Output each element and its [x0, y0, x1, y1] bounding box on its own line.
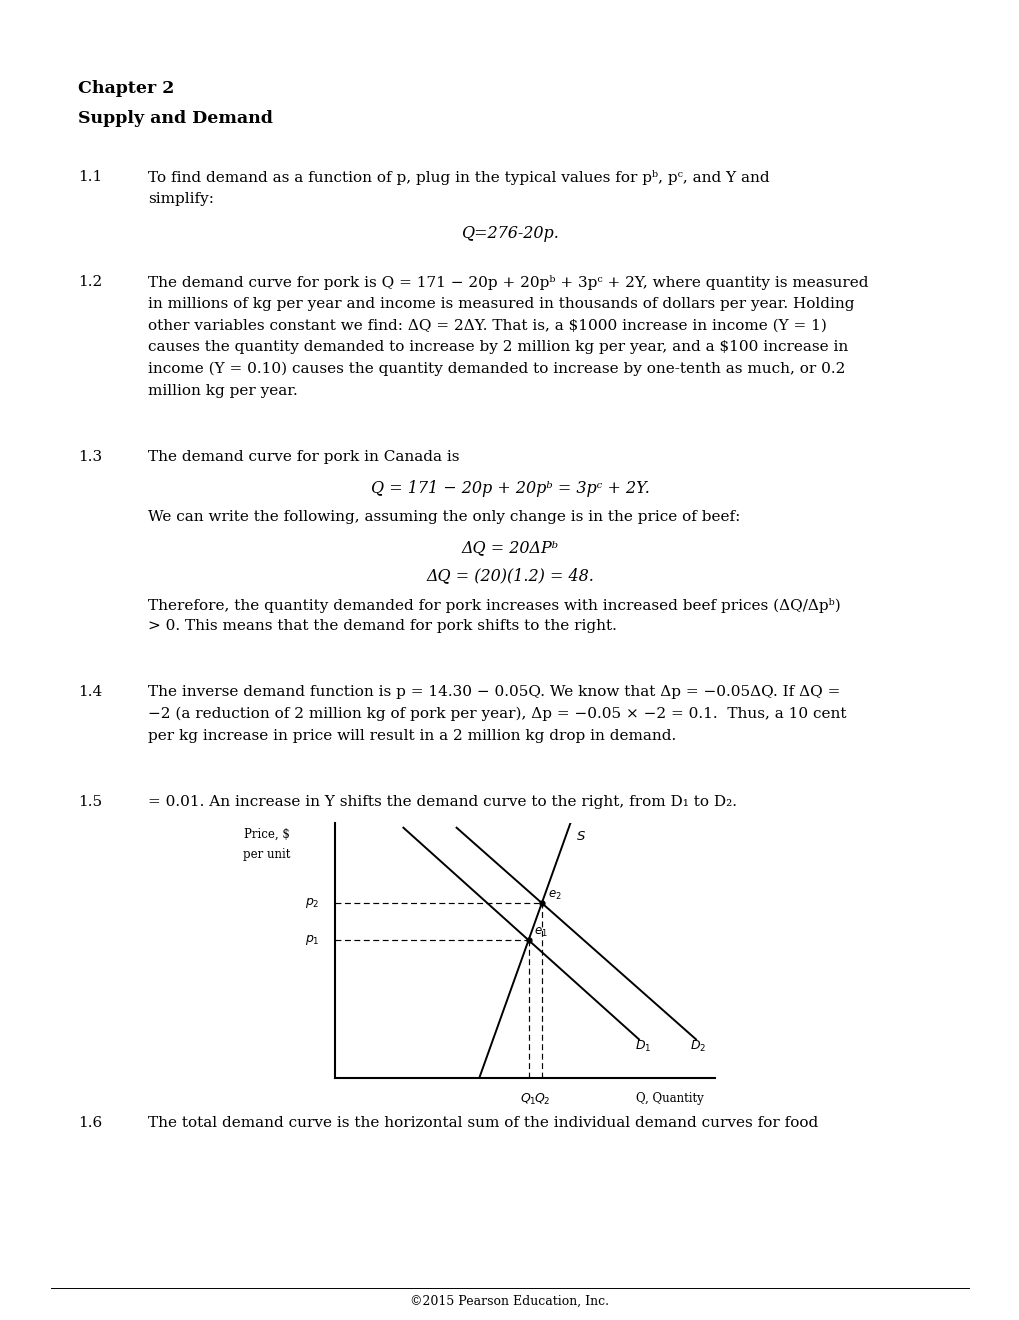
Text: −2 (a reduction of 2 million kg of pork per year), Δp = −0.05 × −2 = 0.1.  Thus,: −2 (a reduction of 2 million kg of pork … — [148, 708, 846, 722]
Text: The total demand curve is the horizontal sum of the individual demand curves for: The total demand curve is the horizontal… — [148, 1115, 817, 1130]
Text: income (Y = 0.10) causes the quantity demanded to increase by one-tenth as much,: income (Y = 0.10) causes the quantity de… — [148, 362, 845, 376]
Text: $p_1$: $p_1$ — [305, 933, 320, 948]
Text: ΔQ = 20ΔPᵇ: ΔQ = 20ΔPᵇ — [461, 540, 558, 557]
Text: Price, $: Price, $ — [244, 828, 289, 841]
Text: Q=276-20p.: Q=276-20p. — [461, 224, 558, 242]
Text: per unit: per unit — [243, 849, 290, 861]
Text: Supply and Demand: Supply and Demand — [77, 110, 273, 127]
Text: 1.4: 1.4 — [77, 685, 102, 700]
Text: The inverse demand function is p = 14.30 − 0.05Q. We know that Δp = −0.05ΔQ. If : The inverse demand function is p = 14.30… — [148, 685, 840, 700]
Text: 1.5: 1.5 — [77, 795, 102, 809]
Text: $D_1$: $D_1$ — [635, 1039, 651, 1053]
Text: Q = 171 − 20p + 20pᵇ = 3pᶜ + 2Y.: Q = 171 − 20p + 20pᵇ = 3pᶜ + 2Y. — [370, 479, 649, 496]
Text: ©2015 Pearson Education, Inc.: ©2015 Pearson Education, Inc. — [410, 1295, 609, 1308]
Text: = 0.01. An increase in Y shifts the demand curve to the right, from D₁ to D₂.: = 0.01. An increase in Y shifts the dema… — [148, 795, 737, 809]
Text: $S$: $S$ — [576, 830, 586, 843]
Text: $e_1$: $e_1$ — [534, 925, 547, 939]
Text: million kg per year.: million kg per year. — [148, 384, 298, 397]
Text: The demand curve for pork in Canada is: The demand curve for pork in Canada is — [148, 450, 459, 463]
Text: simplify:: simplify: — [148, 191, 214, 206]
Text: Therefore, the quantity demanded for pork increases with increased beef prices (: Therefore, the quantity demanded for por… — [148, 598, 840, 612]
Text: 1.2: 1.2 — [77, 275, 102, 289]
Text: > 0. This means that the demand for pork shifts to the right.: > 0. This means that the demand for pork… — [148, 619, 616, 634]
Text: $e_2$: $e_2$ — [547, 888, 560, 902]
Text: 1.3: 1.3 — [77, 450, 102, 463]
Text: Q, Quantity: Q, Quantity — [635, 1092, 702, 1105]
Text: causes the quantity demanded to increase by 2 million kg per year, and a $100 in: causes the quantity demanded to increase… — [148, 341, 848, 354]
Text: $Q_2$: $Q_2$ — [533, 1092, 549, 1106]
Text: $D_2$: $D_2$ — [690, 1039, 706, 1053]
Text: other variables constant we find: ΔQ = 2ΔY. That is, a $1000 increase in income : other variables constant we find: ΔQ = 2… — [148, 318, 826, 333]
Text: We can write the following, assuming the only change is in the price of beef:: We can write the following, assuming the… — [148, 510, 740, 524]
Text: $Q_1$: $Q_1$ — [520, 1092, 536, 1106]
Text: Chapter 2: Chapter 2 — [77, 81, 174, 96]
Text: The demand curve for pork is Q = 171 − 20p + 20pᵇ + 3pᶜ + 2Y, where quantity is : The demand curve for pork is Q = 171 − 2… — [148, 275, 867, 290]
Text: ΔQ = (20)(1.2) = 48.: ΔQ = (20)(1.2) = 48. — [426, 568, 593, 585]
Text: 1.6: 1.6 — [77, 1115, 102, 1130]
Text: To find demand as a function of p, plug in the typical values for pᵇ, pᶜ, and Y : To find demand as a function of p, plug … — [148, 170, 769, 185]
Text: in millions of kg per year and income is measured in thousands of dollars per ye: in millions of kg per year and income is… — [148, 297, 854, 310]
Text: per kg increase in price will result in a 2 million kg drop in demand.: per kg increase in price will result in … — [148, 729, 676, 743]
Text: $p_2$: $p_2$ — [305, 896, 320, 909]
Text: 1.1: 1.1 — [77, 170, 102, 183]
